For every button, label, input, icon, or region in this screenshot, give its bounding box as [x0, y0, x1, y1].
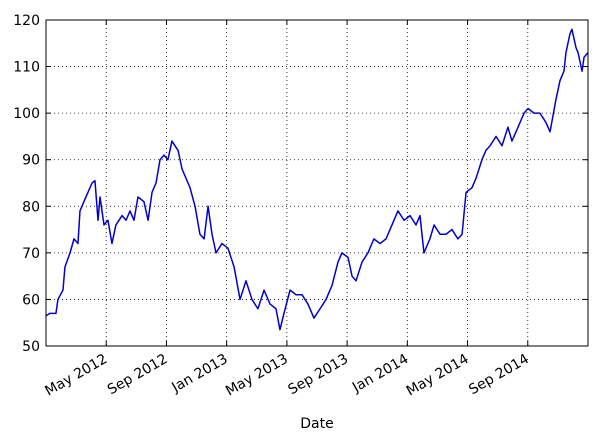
y-tick-label: 50 [22, 339, 40, 355]
x-tick-label: Sep 2013 [286, 351, 352, 398]
y-tick-label: 80 [22, 199, 40, 215]
x-tick-label: May 2013 [223, 351, 291, 399]
y-tick-label: 70 [22, 246, 40, 262]
x-axis-label: Date [300, 416, 333, 432]
x-tick-label: Jan 2013 [168, 351, 230, 396]
plot-frame [45, 19, 589, 347]
y-tick-label: 100 [13, 106, 40, 122]
x-tick-label: Sep 2012 [105, 351, 171, 398]
x-tick-label: May 2014 [404, 351, 472, 399]
x-tick-label: May 2012 [42, 351, 110, 399]
price-line [45, 28, 589, 331]
y-tick-label: 90 [22, 153, 40, 169]
y-tick-label: 110 [13, 60, 40, 76]
x-tick-label: Jan 2014 [349, 351, 411, 396]
x-tick-label: Sep 2014 [466, 351, 532, 398]
y-tick-label: 60 [22, 292, 40, 308]
y-tick-label: 120 [13, 13, 40, 29]
